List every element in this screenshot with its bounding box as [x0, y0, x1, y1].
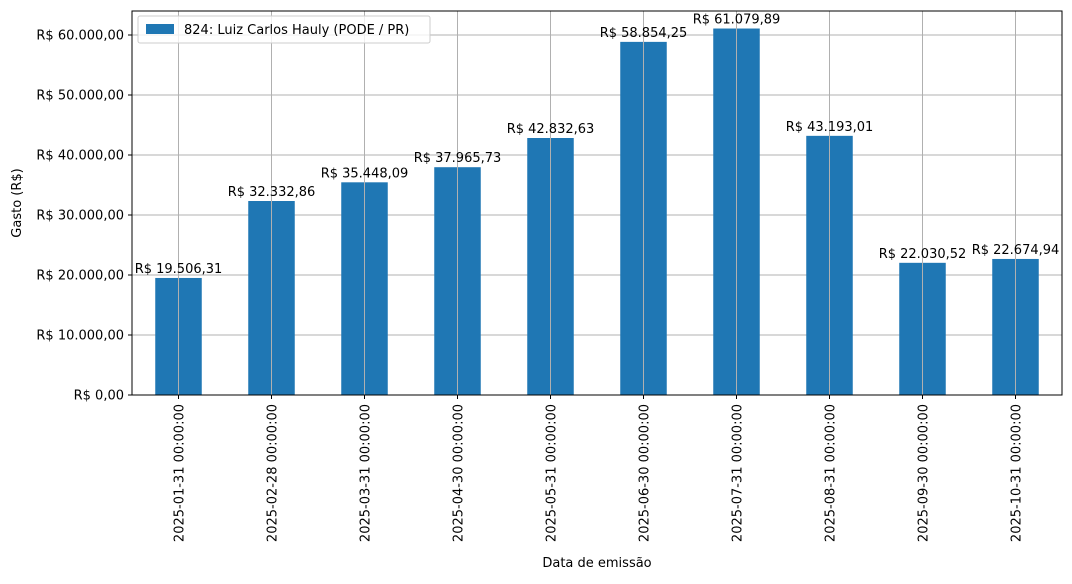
vertical-grid-layer — [178, 11, 1016, 395]
bar-value-label: R$ 61.079,89 — [693, 13, 781, 28]
plot-frame — [131, 10, 1063, 396]
y-tick-label: R$ 20.000,00 — [36, 269, 124, 284]
bar-value-label: R$ 22.674,94 — [972, 243, 1060, 258]
bar-value-label: R$ 22.030,52 — [879, 247, 967, 262]
bar-value-label: R$ 19.506,31 — [135, 262, 223, 277]
legend: 824: Luiz Carlos Hauly (PODE / PR) — [137, 15, 431, 44]
legend-label: 824: Luiz Carlos Hauly (PODE / PR) — [184, 23, 409, 38]
bar-layer — [155, 28, 1039, 396]
legend-swatch — [146, 24, 174, 34]
y-tick-label: R$ 0,00 — [74, 389, 124, 404]
y-axis-ticks: R$ 0,00 R$ 10.000,00 R$ 20.000,00 R$ 30.000… — [36, 29, 132, 404]
x-tick-label: 2025-04-30 00:00:00 — [452, 404, 467, 542]
y-axis-title: Gasto (R$) — [10, 168, 25, 237]
x-tick-label: 2025-10-31 00:00:00 — [1010, 404, 1025, 542]
bar-value-label: R$ 35.448,09 — [321, 166, 409, 181]
bar-value-label: R$ 42.832,63 — [507, 122, 595, 137]
y-tick-label: R$ 60.000,00 — [36, 29, 124, 44]
x-tick-label: 2025-09-30 00:00:00 — [917, 404, 932, 542]
y-tick-label: R$ 50.000,00 — [36, 89, 124, 104]
x-tick-label: 2025-02-28 00:00:00 — [266, 404, 281, 542]
x-axis-title: Data de emissão — [542, 556, 651, 571]
bar-value-label: R$ 37.965,73 — [414, 151, 502, 166]
x-tick-label: 2025-06-30 00:00:00 — [638, 404, 653, 542]
bar-value-label: R$ 32.332,86 — [228, 185, 316, 200]
x-tick-label: 2025-05-31 00:00:00 — [545, 404, 560, 542]
y-tick-label: R$ 40.000,00 — [36, 149, 124, 164]
data-labels: R$ 19.506,31 R$ 32.332,86 R$ 35.448,09 R$ 3… — [135, 13, 1060, 277]
y-tick-label: R$ 30.000,00 — [36, 209, 124, 224]
x-tick-label: 2025-07-31 00:00:00 — [731, 404, 746, 542]
legend-box — [137, 15, 431, 44]
y-tick-label: R$ 10.000,00 — [36, 329, 124, 344]
x-tick-label: 2025-08-31 00:00:00 — [824, 404, 839, 542]
bar-value-label: R$ 43.193,01 — [786, 120, 874, 135]
x-tick-label: 2025-01-31 00:00:00 — [173, 404, 188, 542]
x-tick-label: 2025-03-31 00:00:00 — [359, 404, 374, 542]
x-axis-ticks: 2025-01-31 00:00:00 2025-02-28 00:00:00 20… — [173, 395, 1025, 542]
bar-value-label: R$ 58.854,25 — [600, 26, 688, 41]
